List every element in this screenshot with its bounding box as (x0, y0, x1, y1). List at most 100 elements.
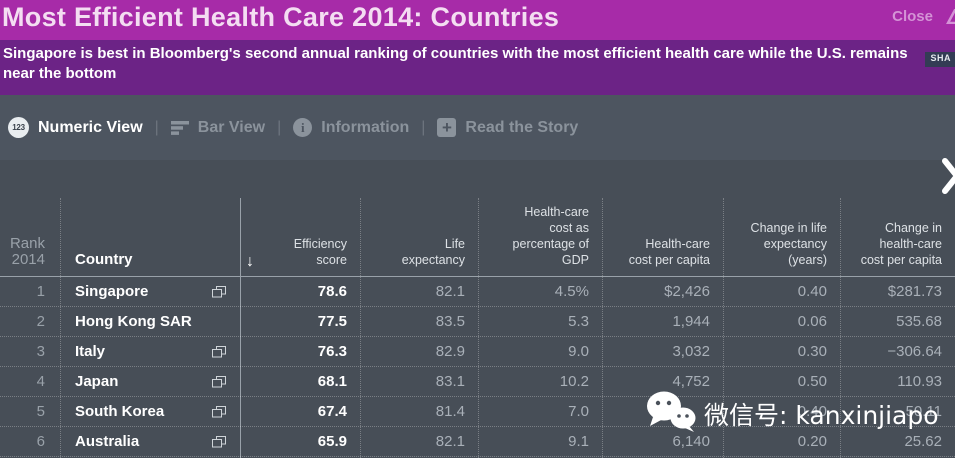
cell-change-cost: $281.73 (887, 283, 942, 300)
cell-rank: 6 (36, 433, 45, 450)
open-popup-icon[interactable] (212, 375, 226, 388)
numeric-view-button[interactable]: 123 Numeric View (8, 117, 143, 138)
header-change-life-expectancy[interactable]: Change in life expectancy (years) (750, 221, 827, 267)
plus-icon: + (437, 118, 457, 137)
country-name: Singapore (75, 283, 149, 300)
country-name: Italy (75, 343, 106, 360)
cell-life-expectancy: 82.1 (435, 433, 465, 450)
toolbar-divider: | (154, 118, 159, 136)
table-body: 1 Singapore 78.6 82.1 4.5% $2,426 0.40 $… (0, 277, 955, 457)
open-popup-icon[interactable] (212, 405, 226, 418)
bar-view-icon (170, 120, 189, 135)
cell-change-cost: 110.93 (897, 373, 942, 390)
header-efficiency-score[interactable]: ↓ Efficiency score (240, 160, 360, 277)
table-row-hong-kong: 2 Hong Kong SAR 77.5 83.5 5.3 1,944 0.06… (0, 307, 955, 337)
read-story-label: Read the Story (465, 118, 579, 136)
cell-cost-per-capita: 6,140 (672, 433, 710, 450)
open-popup-icon[interactable] (212, 345, 226, 358)
close-button[interactable]: Close (892, 8, 933, 25)
cell-change-cost: −306.64 (887, 343, 942, 360)
cell-cost-per-capita: 3,032 (672, 343, 710, 360)
cell-cost-per-capita: 1,944 (672, 313, 710, 330)
table-row-italy: 3 Italy 76.3 82.9 9.0 3,032 0.30 −306.64 (0, 337, 955, 367)
cell-efficiency-score: 68.1 (317, 373, 347, 390)
cell-gdp-percentage: 7.0 (568, 403, 589, 420)
cell-country[interactable]: Japan (60, 373, 240, 390)
numeric-view-label: Numeric View (38, 118, 143, 136)
cell-rank: 3 (36, 343, 45, 360)
country-name: Hong Kong SAR (75, 313, 192, 330)
information-label: Information (321, 118, 410, 136)
numeric-view-icon: 123 (8, 117, 29, 138)
table-row-south-korea: 5 South Korea 67.4 81.4 7.0 0.40 50.11 (0, 397, 955, 427)
scroll-right-icon[interactable] (942, 158, 955, 199)
open-popup-icon[interactable] (212, 435, 226, 448)
country-name: Japan (75, 373, 119, 390)
cell-change-cost: 50.11 (905, 403, 942, 420)
cell-cost-per-capita: 4,752 (672, 373, 710, 390)
cell-life-expectancy: 81.4 (435, 403, 465, 420)
cell-change-cost: 25.62 (904, 433, 942, 450)
cell-country[interactable]: Italy (60, 343, 240, 360)
header-cost-per-capita[interactable]: Health-care cost per capita (628, 237, 710, 267)
cell-efficiency-score: 65.9 (317, 433, 347, 450)
cell-change-life: 0.06 (797, 313, 827, 330)
header-rank[interactable]: Rank 2014 (9, 235, 45, 268)
header-underline (0, 276, 955, 277)
cell-life-expectancy: 82.1 (435, 283, 465, 300)
cell-efficiency-score: 77.5 (317, 313, 347, 330)
cell-life-expectancy: 83.5 (435, 313, 465, 330)
header-life-expectancy[interactable]: Life expectancy (401, 237, 465, 267)
header-change-cost-per-capita[interactable]: Change in health-care cost per capita (860, 221, 942, 267)
cell-rank: 4 (36, 373, 45, 390)
cell-efficiency-score: 76.3 (317, 343, 347, 360)
cell-gdp-percentage: 9.1 (568, 433, 589, 450)
cell-country[interactable]: Hong Kong SAR (60, 313, 240, 330)
column-divider (478, 198, 479, 458)
share-badge[interactable]: SHA (925, 52, 955, 67)
cell-country[interactable]: South Korea (60, 403, 240, 420)
cell-efficiency-score: 67.4 (317, 403, 347, 420)
toolbar-divider: | (277, 118, 282, 136)
column-divider (60, 198, 61, 458)
table-row-singapore: 1 Singapore 78.6 82.1 4.5% $2,426 0.40 $… (0, 277, 955, 307)
open-popup-icon[interactable] (212, 285, 226, 298)
cell-change-life: 0.30 (797, 343, 827, 360)
cell-change-life: 0.40 (797, 283, 827, 300)
table-row-australia: 6 Australia 65.9 82.1 9.1 6,140 0.20 25.… (0, 427, 955, 457)
info-icon: i (293, 118, 313, 137)
subtitle-text: Singapore is best in Bloomberg's second … (3, 45, 908, 82)
header-gdp-percentage[interactable]: Health-care cost as percentage of GDP (512, 205, 589, 267)
header-country[interactable]: Country (75, 251, 133, 268)
toolbar-divider: | (421, 118, 426, 136)
close-icon[interactable] (946, 9, 955, 24)
column-divider (723, 198, 724, 458)
sort-descending-icon[interactable]: ↓ (246, 253, 254, 270)
column-divider (360, 198, 361, 458)
cell-change-life: 0.20 (797, 433, 827, 450)
cell-life-expectancy: 82.9 (435, 343, 465, 360)
cell-rank: 2 (36, 313, 45, 330)
read-story-button[interactable]: + Read the Story (437, 118, 578, 137)
column-divider (602, 198, 603, 458)
country-name: Australia (75, 433, 140, 450)
cell-change-cost: 535.68 (896, 313, 942, 330)
cell-change-life: 0.50 (797, 373, 827, 390)
data-table: Rank 2014 Country ↓ Efficiency score Life… (0, 160, 955, 458)
header-efficiency-label: Efficiency score (293, 237, 347, 267)
table-row-japan: 4 Japan 68.1 83.1 10.2 4,752 0.50 110.93 (0, 367, 955, 397)
cell-gdp-percentage: 4.5% (554, 283, 589, 300)
table-header-row: Rank 2014 Country ↓ Efficiency score Life… (0, 160, 955, 277)
cell-country[interactable]: Singapore (60, 283, 240, 300)
cell-cost-per-capita: $2,426 (664, 283, 710, 300)
cell-rank: 1 (36, 283, 45, 300)
cell-efficiency-score: 78.6 (317, 283, 347, 300)
country-name: South Korea (75, 403, 165, 420)
bar-view-button[interactable]: Bar View (170, 119, 265, 137)
information-button[interactable]: i Information (293, 118, 409, 137)
cell-country[interactable]: Australia (60, 433, 240, 450)
cell-life-expectancy: 83.1 (435, 373, 465, 390)
column-divider-solid (240, 198, 241, 458)
cell-rank: 5 (36, 403, 45, 420)
